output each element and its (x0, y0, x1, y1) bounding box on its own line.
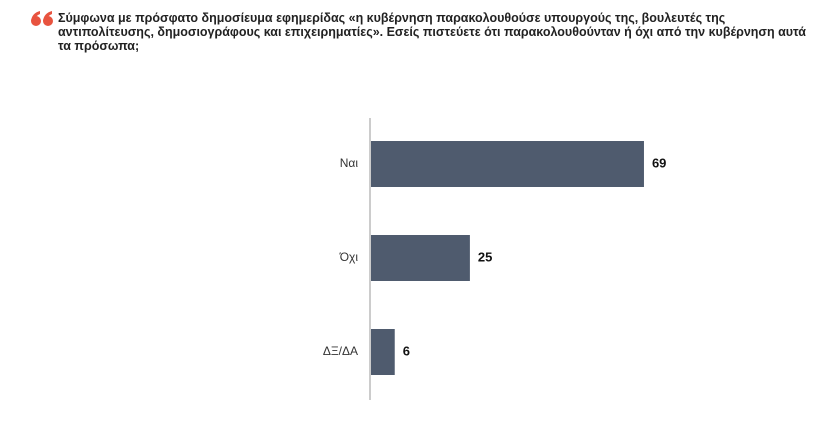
value-label: 25 (478, 249, 492, 264)
category-label: Όχι (339, 250, 359, 264)
quote-icon (31, 11, 53, 26)
category-label: ΔΞ/ΔΑ (323, 344, 358, 358)
category-label: Ναι (340, 156, 359, 170)
bar (371, 141, 644, 187)
value-label: 69 (652, 155, 666, 170)
value-label: 6 (403, 343, 410, 358)
bar (371, 235, 470, 281)
bar (371, 329, 395, 375)
chart-title: Σύμφωνα με πρόσφατο δημοσίευμα εφημερίδα… (58, 11, 806, 53)
